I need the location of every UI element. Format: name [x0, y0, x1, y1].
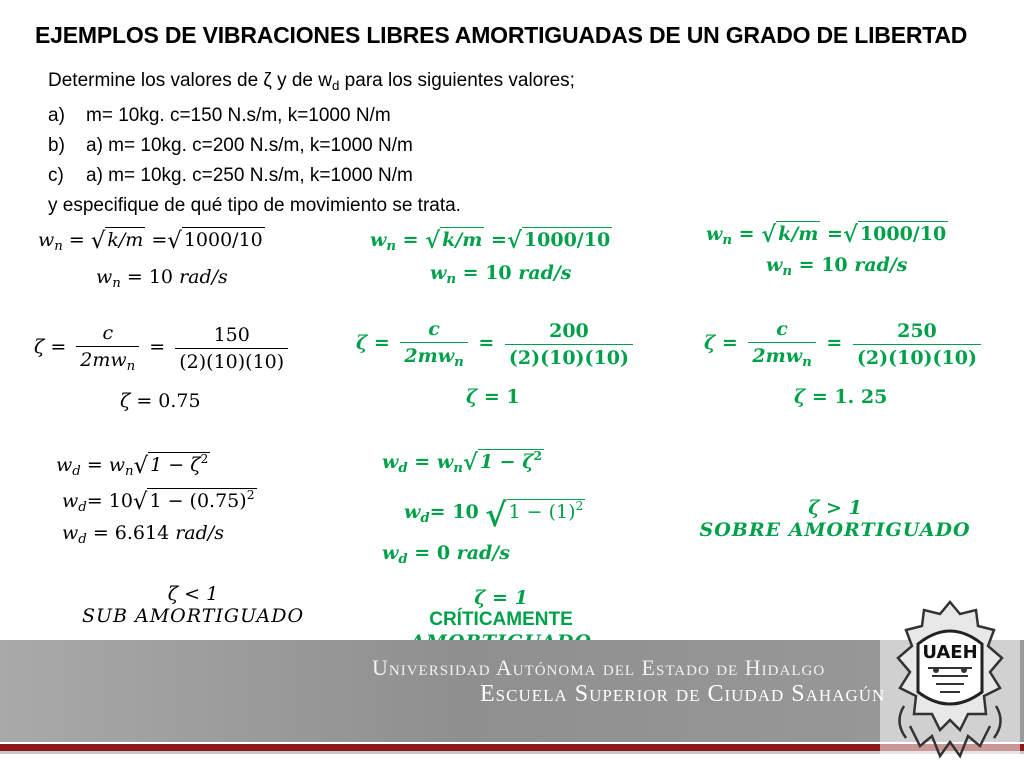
classification-a: ζ < 1 SUB AMORTIGUADO: [70, 574, 316, 636]
footer-banner: [0, 640, 1024, 742]
wd-result-a: wd = 6.614 rad/s: [62, 522, 224, 547]
list-item: a) m= 10kg. c=150 N.s/m, k=1000 N/m: [48, 105, 391, 126]
wn-result-b: wn = 10 rad/s: [430, 262, 572, 287]
logo-lettering: UAEH: [922, 642, 977, 663]
wd-line2-b: wd= 10 √ 1 − (1)2: [404, 496, 586, 534]
zeta-formula-a: ζ = c 2mwn = 150 (2)(10)(10): [34, 322, 292, 374]
list-item: b) a) m= 10kg. c=200 N.s/m, k=1000 N/m: [48, 135, 413, 156]
page-title: EJEMPLOS DE VIBRACIONES LIBRES AMORTIGUA…: [35, 22, 968, 48]
school-name: Escuela Superior de Ciudad Sahagún: [480, 681, 886, 707]
problem-statement: Determine los valores de ζ y de wd para …: [48, 66, 575, 221]
classification-c: ζ > 1 SOBRE AMORTIGUADO: [646, 484, 1024, 554]
wn-formula-a: wn = √ k/m =√ 1000/10: [38, 227, 265, 254]
wd-formula-b: wd = wn√ 1 − ζ2: [382, 448, 545, 476]
footer-gray-line: [0, 751, 1024, 754]
type-c: SOBRE AMORTIGUADO: [699, 519, 971, 541]
zeta-result-a: ζ = 0.75: [120, 390, 201, 412]
statement-closing: y especifique de qué tipo de movimiento …: [48, 195, 461, 216]
zeta-result-b: ζ = 1: [466, 386, 520, 408]
zeta-result-c: ζ = 1. 25: [794, 386, 888, 408]
zeta-formula-b: ζ = c 2mwn = 200 (2)(10)(10): [356, 318, 637, 370]
zeta-formula-c: ζ = c 2mwn = 250 (2)(10)(10): [704, 318, 985, 370]
university-name: Universidad Autónoma del Estado de Hidal…: [372, 655, 826, 680]
statement-line: Determine los valores de ζ y de wd para …: [48, 70, 575, 93]
wn-formula-c: wn = √ k/m =√ 1000/10: [706, 221, 949, 248]
wn-formula-b: wn = √ k/m =√ 1000/10: [370, 227, 613, 254]
wd-result-b: wd = 0 rad/s: [382, 542, 510, 567]
wd-line2-a: wd= 10√ 1 − (0.75)2: [62, 488, 257, 515]
footer-red-line: [0, 744, 1024, 751]
condition-b: ζ = 1: [474, 587, 528, 609]
condition-c: ζ > 1: [808, 497, 862, 519]
wn-result-a: wn = 10 rad/s: [96, 266, 228, 291]
type-b-line1: CRÍTICAMENTE: [429, 609, 573, 630]
wd-formula-a: wd = wn√ 1 − ζ2: [56, 452, 211, 479]
university-seal-logo: UAEH: [880, 596, 1020, 764]
wn-result-c: wn = 10 rad/s: [766, 254, 908, 279]
condition-a: ζ < 1: [167, 583, 219, 605]
list-item: c) a) m= 10kg. c=250 N.s/m, k=1000 N/m: [48, 165, 413, 186]
type-a: SUB AMORTIGUADO: [81, 605, 305, 627]
